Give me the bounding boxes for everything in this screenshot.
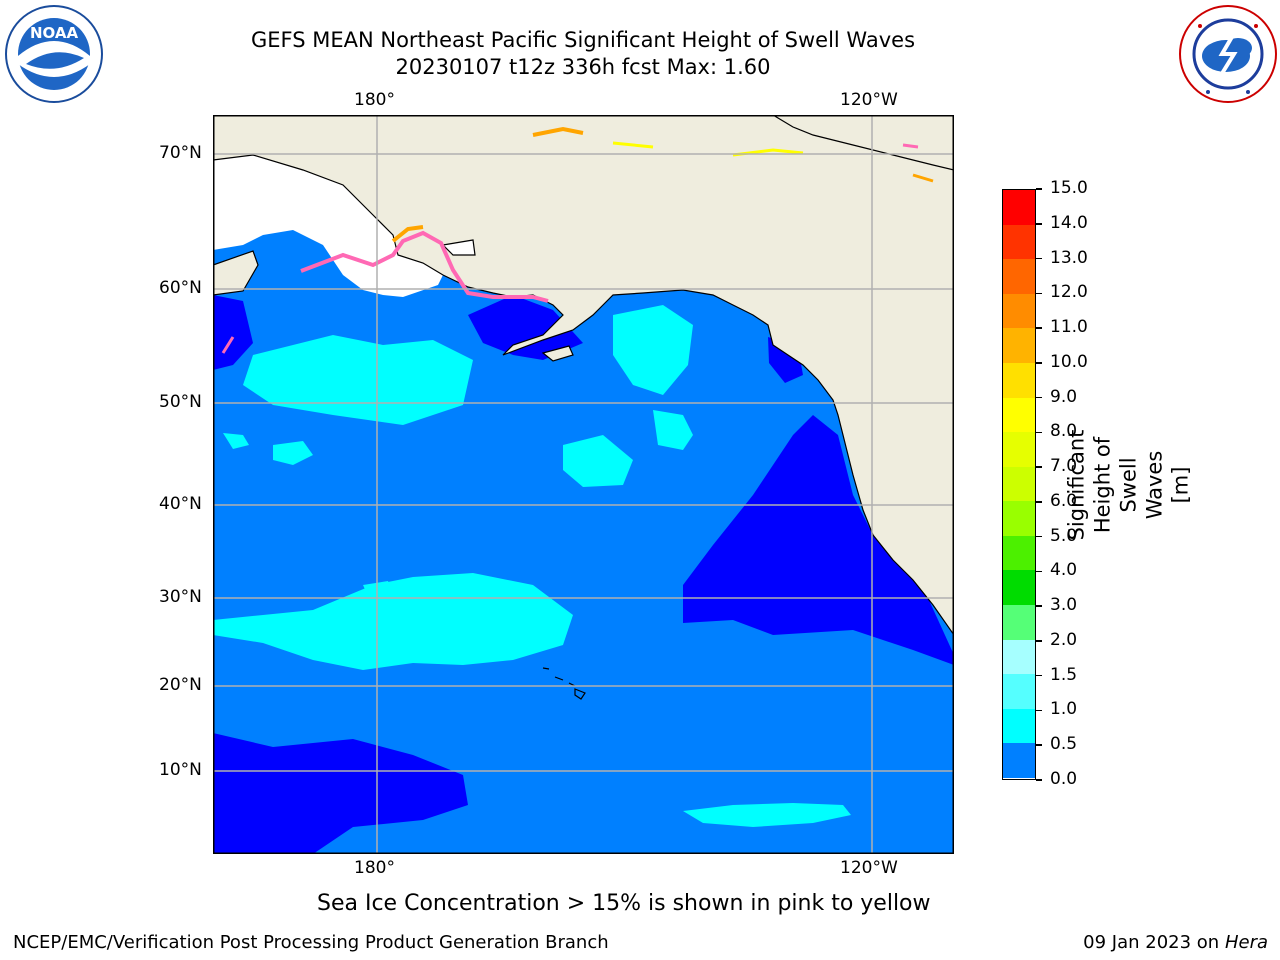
lat-label-50n: 50°N (159, 392, 202, 412)
footer-host: Hera (1224, 932, 1268, 953)
footer-left: NCEP/EMC/Verification Post Processing Pr… (13, 932, 609, 953)
plot-title-line1: GEFS MEAN Northeast Pacific Significant … (250, 28, 916, 52)
colorbar-tick-mark (1036, 640, 1042, 642)
colorbar-tick-mark (1036, 431, 1042, 434)
colorbar-tick-label: 6.0 (1050, 490, 1078, 511)
colorbar-tick-mark (1036, 570, 1042, 573)
colorbar-tick-mark (1036, 188, 1042, 190)
colorbar-tick-label: 10.0 (1050, 351, 1088, 372)
colorbar-tick-label: 4.0 (1050, 560, 1078, 581)
footer-right: 09 Jan 2023 on Hera (1083, 932, 1268, 953)
colorbar-tick-mark (1036, 779, 1042, 781)
colorbar-tick-mark (1036, 292, 1042, 295)
colorbar-bin (1003, 362, 1035, 399)
noaa-logo: NOAA (4, 4, 104, 104)
colorbar-bin (1003, 708, 1035, 744)
gridlines (213, 115, 954, 854)
colorbar-tick-mark (1036, 223, 1042, 225)
colorbar-bin (1003, 466, 1035, 502)
colorbar-bin (1003, 743, 1035, 779)
colorbar-label: Significant Height of Swell Waves [m] (1064, 429, 1193, 540)
sea-ice-caption: Sea Ice Concentration > 15% is shown in … (317, 891, 931, 916)
noaa-logo-text: NOAA (30, 24, 79, 42)
lat-label-10n: 10°N (159, 760, 202, 780)
lon-label-top-120w: 120°W (840, 90, 898, 110)
colorbar-ticks: 15.0 14.0 13.0 12.0 11.0 10.0 9.0 8.0 7.0 6.0 5.0 4… (1036, 0, 1106, 960)
plot-title-line2: 20230107 t12z 336h fcst Max: 1.60 (395, 55, 771, 79)
colorbar-tick-label: 7.0 (1050, 456, 1078, 477)
colorbar-tick-label: 3.0 (1050, 595, 1078, 616)
colorbar-tick-label: 14.0 (1050, 212, 1088, 233)
swell-height-map (213, 115, 954, 854)
colorbar-tick-label: 13.0 (1050, 247, 1088, 268)
colorbar-tick-mark (1036, 709, 1042, 712)
colorbar-tick-mark (1036, 744, 1042, 746)
colorbar-tick-label: 5.0 (1050, 525, 1078, 546)
colorbar-tick-label: 12.0 (1050, 282, 1088, 303)
map-frame (213, 115, 954, 854)
colorbar-tick-label: 9.0 (1050, 386, 1078, 407)
colorbar-bin (1003, 535, 1035, 571)
map-panel (213, 115, 954, 854)
lat-label-40n: 40°N (159, 494, 202, 514)
colorbar-tick-label: 15.0 (1050, 178, 1088, 198)
colorbar-tick-mark (1036, 605, 1042, 607)
colorbar-tick-mark (1036, 327, 1042, 329)
colorbar-tick-mark (1036, 674, 1042, 677)
lon-label-bottom-180: 180° (354, 858, 395, 878)
colorbar-tick-mark (1036, 501, 1042, 503)
colorbar-label-wrap: Significant Height of Swell Waves [m] (1064, 189, 1192, 780)
colorbar (1002, 189, 1036, 780)
colorbar-bin (1003, 674, 1035, 710)
colorbar-tick-label: 2.0 (1050, 629, 1078, 650)
colorbar-bin (1003, 639, 1035, 675)
colorbar-tick-mark (1036, 362, 1042, 364)
colorbar-bin (1003, 570, 1035, 606)
colorbar-tick-mark (1036, 466, 1042, 468)
colorbar-bin (1003, 328, 1035, 364)
lon-label-bottom-120w: 120°W (840, 858, 898, 878)
colorbar-tick-mark (1036, 535, 1042, 538)
lat-label-30n: 30°N (159, 587, 202, 607)
footer-date: 09 Jan 2023 on (1083, 932, 1225, 953)
colorbar-tick-label: 1.0 (1050, 699, 1078, 720)
colorbar-bin (1003, 501, 1035, 537)
colorbar-tick-label: 11.0 (1050, 317, 1088, 338)
lat-label-60n: 60°N (159, 278, 202, 298)
colorbar-bin (1003, 259, 1035, 295)
colorbar-bin (1003, 397, 1035, 433)
colorbar-tick-mark (1036, 257, 1042, 260)
nws-logo (1178, 4, 1278, 104)
colorbar-tick-label: 1.5 (1050, 664, 1078, 685)
colorbar-bin (1003, 190, 1035, 226)
colorbar-tick-label: 0.5 (1050, 734, 1078, 755)
colorbar-bin (1003, 293, 1035, 329)
colorbar-tick-mark (1036, 396, 1042, 399)
colorbar-bin (1003, 432, 1035, 468)
lon-label-top-180: 180° (354, 90, 395, 110)
lat-label-70n: 70°N (159, 143, 202, 163)
colorbar-bin (1003, 224, 1035, 260)
colorbar-tick-label: 8.0 (1050, 421, 1078, 442)
colorbar-bin (1003, 605, 1035, 641)
lat-label-20n: 20°N (159, 675, 202, 695)
colorbar-tick-label: 0.0 (1050, 769, 1078, 789)
